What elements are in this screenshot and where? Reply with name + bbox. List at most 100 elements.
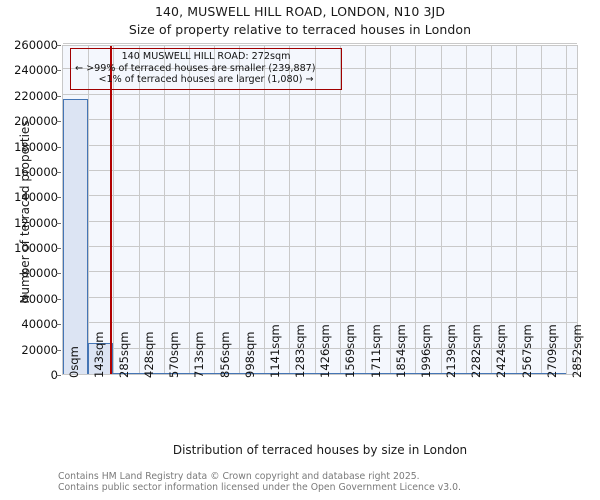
x-gridline — [465, 46, 467, 374]
y-tick-mark — [56, 171, 61, 173]
y-tick-mark — [56, 248, 61, 250]
y-tick-mark — [56, 70, 61, 72]
y-gridline — [63, 296, 577, 298]
histogram-bar — [541, 372, 567, 374]
footer-attribution: Contains HM Land Registry data © Crown c… — [58, 471, 461, 493]
y-tick-mark — [56, 375, 61, 376]
histogram-bar — [465, 372, 491, 374]
x-tick-label: 2282sqm — [469, 324, 484, 378]
x-tick-label: 2424sqm — [494, 324, 509, 378]
x-gridline — [314, 46, 316, 374]
y-tick-label: 100000 — [14, 241, 58, 256]
x-tick-label: 1569sqm — [343, 324, 358, 378]
x-gridline — [289, 46, 291, 374]
histogram-bar — [113, 372, 139, 374]
y-gridline — [63, 322, 577, 324]
y-gridline — [63, 119, 577, 121]
y-gridline — [63, 43, 577, 44]
y-tick-mark — [56, 273, 61, 275]
histogram-bar — [214, 372, 240, 374]
y-gridline — [63, 68, 577, 70]
histogram-bar — [63, 99, 89, 374]
x-axis-title: Distribution of terraced houses by size … — [172, 443, 468, 457]
y-tick-label: 240000 — [14, 63, 58, 78]
x-axis: 0sqm 143sqm 285sqm 428sqm 570sqm 713sqm 856sqm… — [0, 324, 600, 440]
x-tick-label: 1996sqm — [418, 324, 433, 378]
x-tick-label: 1141sqm — [267, 324, 282, 378]
y-gridline — [63, 271, 577, 273]
y-tick-label: 200000 — [14, 114, 58, 129]
y-tick-label: 260000 — [14, 38, 58, 52]
y-tick-label: 140000 — [14, 190, 58, 205]
y-tick-label: 20000 — [21, 342, 58, 357]
y-tick-mark — [56, 45, 61, 46]
annotation-line-1: 140 MUSWELL HILL ROAD: 272sqm — [121, 51, 291, 62]
footer-line-2: Contains public sector information licen… — [58, 482, 461, 493]
y-tick-label: 180000 — [14, 139, 58, 154]
x-gridline — [541, 46, 543, 374]
y-gridline — [63, 195, 577, 197]
histogram-bar — [239, 372, 265, 374]
histogram-bar — [88, 342, 114, 374]
y-tick-mark — [56, 95, 61, 97]
x-tick-label: 143sqm — [91, 331, 106, 378]
y-tick-mark — [56, 222, 61, 224]
histogram-bar — [365, 372, 391, 374]
x-gridline — [113, 46, 115, 374]
histogram-bar — [490, 372, 517, 374]
x-gridline — [214, 46, 216, 374]
histogram-bar — [264, 372, 290, 374]
x-gridline — [339, 46, 341, 374]
x-tick-label: 2567sqm — [519, 324, 534, 378]
chart-subtitle: Size of property relative to terraced ho… — [128, 22, 472, 37]
x-tick-label: 856sqm — [217, 331, 232, 378]
y-tick-mark — [56, 197, 61, 199]
x-gridline — [390, 46, 392, 374]
x-tick-label: 1711sqm — [368, 324, 383, 378]
y-axis: 0 20000 40000 60000 80000 100000 120000 140000 1… — [0, 38, 61, 382]
x-gridline — [365, 46, 367, 374]
y-gridline — [63, 169, 577, 171]
histogram-bar — [339, 372, 366, 374]
x-gridline — [440, 46, 442, 374]
x-tick-label: 2709sqm — [544, 324, 559, 378]
y-tick-label: 120000 — [14, 215, 58, 230]
y-gridline — [63, 93, 577, 95]
y-tick-mark — [56, 121, 61, 123]
x-tick-label: 1854sqm — [393, 324, 408, 378]
x-gridline — [264, 46, 266, 374]
x-tick-label: 1283sqm — [292, 324, 307, 378]
y-tick-label: 60000 — [21, 291, 58, 306]
y-tick-label: 220000 — [14, 88, 58, 103]
histogram-bar — [289, 372, 315, 374]
y-tick-label: 0 — [50, 368, 58, 382]
footer-line-1: Contains HM Land Registry data © Crown c… — [58, 471, 420, 482]
x-tick-label: 998sqm — [242, 331, 257, 378]
histogram-bar — [415, 372, 441, 374]
x-tick-label: 2139sqm — [444, 324, 459, 378]
x-gridline — [188, 46, 190, 374]
x-tick-label: 285sqm — [116, 331, 131, 378]
property-marker-line — [110, 46, 113, 374]
y-tick-mark — [56, 146, 61, 148]
y-gridline — [63, 220, 577, 222]
x-tick-label: 713sqm — [192, 331, 207, 378]
histogram-bar — [440, 372, 466, 374]
y-tick-mark — [56, 349, 61, 351]
x-gridline — [490, 46, 492, 374]
y-gridline — [63, 144, 577, 146]
x-tick-label: 1426sqm — [318, 324, 333, 378]
x-tick-label: 2852sqm — [569, 324, 584, 378]
y-tick-mark — [56, 324, 61, 326]
x-gridline — [566, 46, 568, 374]
annotation-line-3: <1% of terraced houses are larger (1,080… — [98, 74, 314, 86]
x-tick-label: 0sqm — [66, 346, 81, 378]
x-gridline — [138, 46, 140, 374]
x-gridline — [415, 46, 417, 374]
y-tick-label: 40000 — [21, 317, 58, 332]
histogram-bar — [390, 372, 416, 374]
annotation-box: 140 MUSWELL HILL ROAD: 272sqm ← >99% of … — [70, 48, 342, 90]
y-gridline — [63, 246, 577, 248]
x-gridline — [163, 46, 165, 374]
x-gridline — [88, 46, 90, 374]
